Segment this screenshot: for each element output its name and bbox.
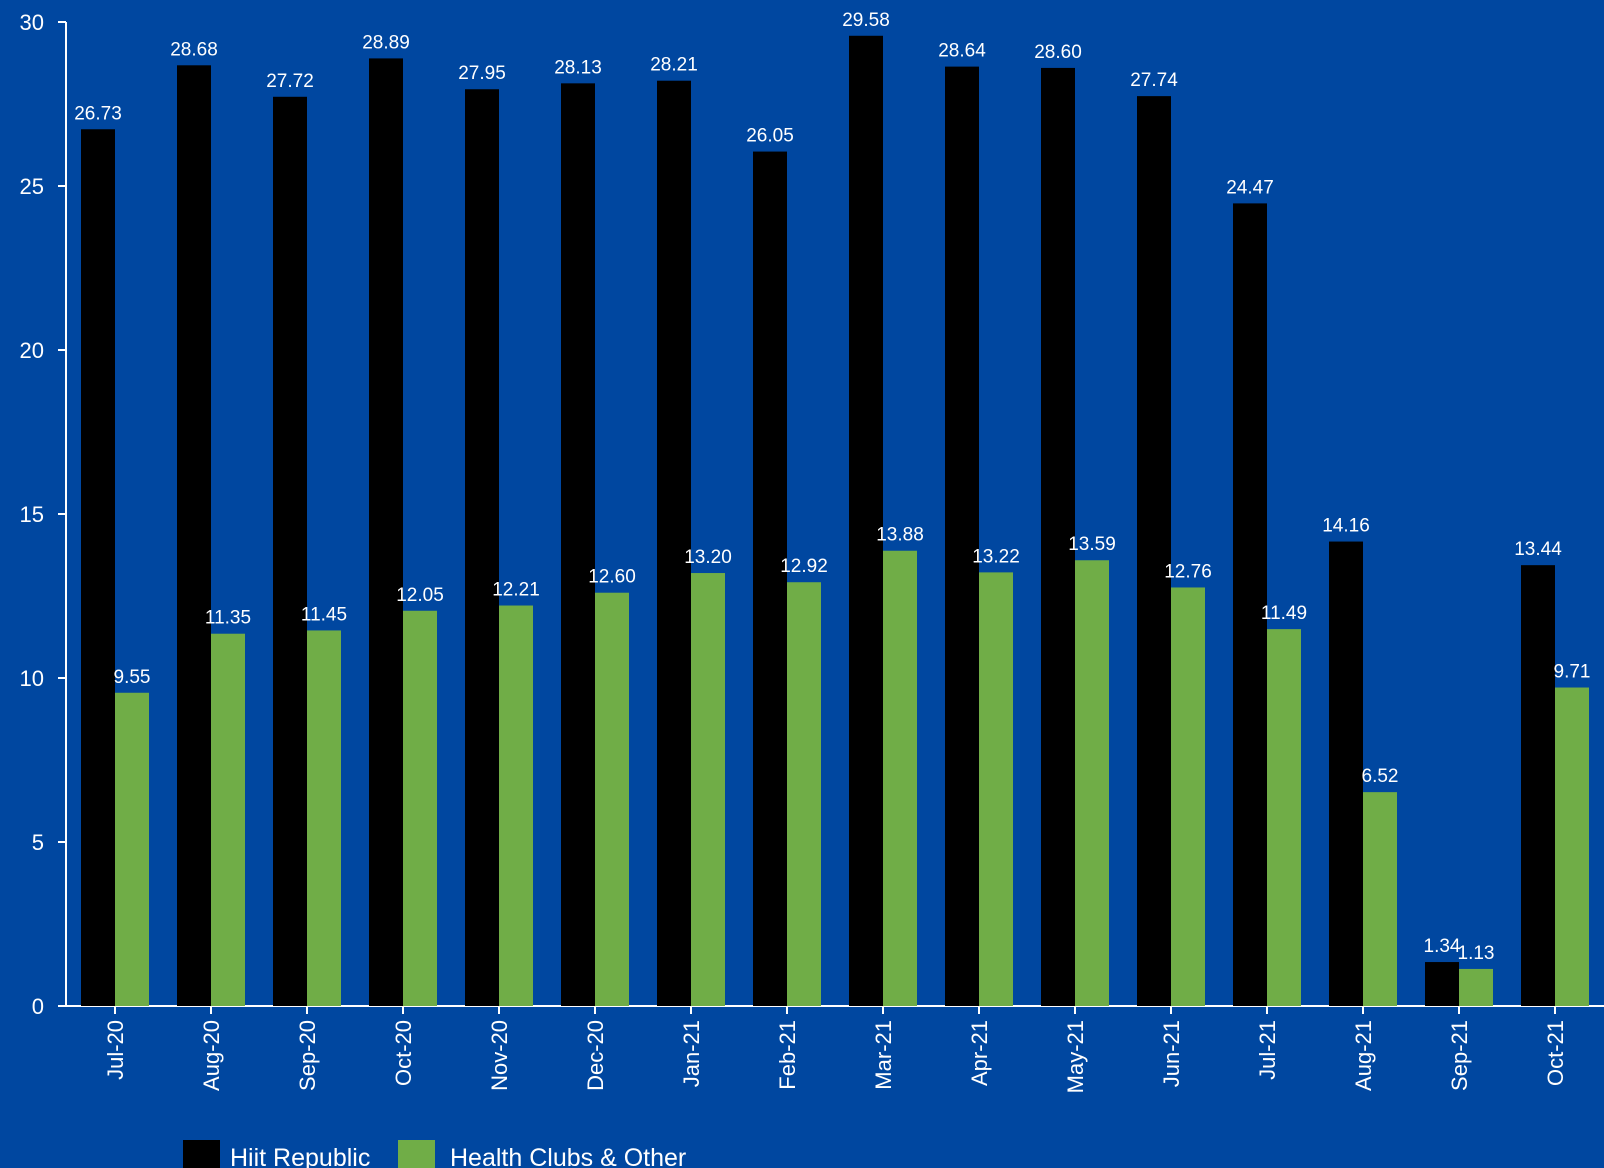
- health-clubs-bar-oct-21: [1555, 687, 1589, 1006]
- hiit-republic-data-label: 28.68: [170, 39, 218, 60]
- health-clubs-data-label: 11.45: [301, 604, 347, 625]
- x-tick-label: Aug-21: [1351, 1020, 1376, 1091]
- hiit-republic-bar-aug-20: [177, 65, 211, 1006]
- health-clubs-data-label: 13.20: [684, 547, 732, 568]
- health-clubs-data-label: 13.59: [1068, 534, 1116, 555]
- hiit-republic-data-label: 27.72: [266, 71, 314, 92]
- health-clubs-bar-nov-20: [499, 605, 533, 1006]
- health-clubs-bar-dec-20: [595, 592, 629, 1006]
- health-clubs-data-label: 12.21: [492, 580, 540, 601]
- legend-swatch-health-clubs: [398, 1140, 435, 1168]
- hiit-republic-bar-aug-21: [1329, 541, 1363, 1006]
- health-clubs-bar-aug-21: [1363, 792, 1397, 1006]
- y-tick-label: 20: [20, 338, 44, 363]
- x-tick-label: Jul-21: [1255, 1020, 1280, 1080]
- hiit-republic-bar-sep-21: [1425, 962, 1459, 1006]
- hiit-republic-data-label: 28.64: [938, 41, 986, 62]
- hiit-republic-data-label: 1.34: [1424, 936, 1461, 957]
- x-tick-label: Aug-20: [199, 1020, 224, 1091]
- hiit-republic-bar-jun-21: [1137, 96, 1171, 1007]
- health-clubs-bar-jan-21: [691, 573, 725, 1006]
- health-clubs-data-label: 12.92: [780, 556, 828, 577]
- legend-label-health-clubs: Health Clubs & Other: [450, 1144, 686, 1168]
- hiit-republic-bar-sep-20: [273, 96, 307, 1006]
- health-clubs-bar-aug-20: [211, 633, 245, 1006]
- health-clubs-bar-sep-20: [307, 630, 341, 1006]
- x-tick-label: Feb-21: [775, 1020, 800, 1090]
- health-clubs-data-label: 12.60: [588, 567, 636, 588]
- hiit-republic-bar-jan-21: [657, 80, 691, 1007]
- hiit-republic-data-label: 14.16: [1322, 516, 1370, 537]
- hiit-republic-data-label: 29.58: [842, 10, 890, 31]
- y-tick-label: 30: [20, 10, 44, 35]
- health-clubs-bar-jul-21: [1267, 629, 1301, 1006]
- hiit-republic-bar-apr-21: [945, 66, 979, 1006]
- x-tick-label: Mar-21: [871, 1020, 896, 1090]
- hiit-republic-data-label: 13.44: [1514, 539, 1562, 560]
- health-clubs-data-label: 12.76: [1164, 561, 1212, 582]
- x-tick-label: Jan-21: [679, 1020, 704, 1087]
- hiit-republic-data-label: 24.47: [1226, 177, 1274, 198]
- hiit-republic-bar-may-21: [1041, 67, 1075, 1007]
- hiit-republic-bar-jul-20: [81, 129, 115, 1007]
- hiit-republic-data-label: 28.60: [1034, 42, 1082, 63]
- x-tick-label: Jun-21: [1159, 1020, 1184, 1087]
- y-tick-label: 10: [20, 666, 44, 691]
- legend-label-hiit-republic: Hiit Republic: [230, 1144, 370, 1168]
- x-tick-label: Oct-21: [1543, 1020, 1568, 1086]
- x-tick-label: Jul-20: [103, 1020, 128, 1080]
- legend-swatch-hiit-republic: [183, 1140, 220, 1168]
- bars: 26.73 9.55 28.68 11.35 27.72 11.45 28.89 12.05 2…: [74, 10, 1591, 1007]
- health-clubs-data-label: 13.88: [876, 525, 924, 546]
- health-clubs-data-label: 11.49: [1261, 603, 1307, 624]
- legend: Hiit Republic Health Clubs & Other: [183, 1140, 686, 1168]
- health-clubs-data-label: 12.05: [396, 585, 444, 606]
- hiit-republic-data-label: 27.95: [458, 63, 506, 84]
- hiit-republic-data-label: 26.73: [74, 103, 122, 124]
- health-clubs-bar-sep-21: [1459, 968, 1493, 1006]
- hiit-republic-bar-jul-21: [1233, 203, 1267, 1006]
- health-clubs-bar-mar-21: [883, 550, 917, 1006]
- x-tick-label: Apr-21: [967, 1020, 992, 1086]
- health-clubs-data-label: 11.35: [205, 608, 251, 629]
- health-clubs-data-label: 9.71: [1554, 662, 1591, 683]
- health-clubs-data-label: 6.52: [1362, 766, 1399, 787]
- x-tick-label: May-21: [1063, 1020, 1088, 1093]
- hiit-republic-data-label: 26.05: [746, 126, 794, 147]
- health-clubs-bar-oct-20: [403, 610, 437, 1006]
- hiit-republic-bar-feb-21: [753, 151, 787, 1006]
- axes: 0 5 10 15 20 25 30 Jul-20 Aug-20 Sep-20 Oct-20 Nov-…: [20, 10, 1604, 1093]
- hiit-republic-bar-oct-20: [369, 58, 403, 1006]
- health-clubs-data-label: 9.55: [114, 667, 151, 688]
- health-clubs-bar-feb-21: [787, 582, 821, 1006]
- y-tick-label: 0: [32, 994, 44, 1019]
- hiit-republic-data-label: 28.21: [650, 55, 698, 76]
- x-tick-label: Oct-20: [391, 1020, 416, 1086]
- x-tick-label: Sep-20: [295, 1020, 320, 1091]
- y-tick-label: 5: [32, 830, 44, 855]
- health-clubs-data-label: 1.13: [1458, 943, 1495, 964]
- health-clubs-data-label: 13.22: [972, 546, 1020, 567]
- health-clubs-bar-may-21: [1075, 560, 1109, 1006]
- hiit-republic-data-label: 28.89: [362, 32, 410, 53]
- y-tick-label: 15: [20, 502, 44, 527]
- y-tick-label: 25: [20, 174, 44, 199]
- health-clubs-bar-jun-21: [1171, 587, 1205, 1006]
- health-clubs-bar-jul-20: [115, 692, 149, 1006]
- hiit-republic-data-label: 28.13: [554, 57, 602, 78]
- health-clubs-bar-apr-21: [979, 572, 1013, 1006]
- x-tick-label: Dec-20: [583, 1020, 608, 1091]
- x-tick-label: Sep-21: [1447, 1020, 1472, 1091]
- hiit-republic-bar-oct-21: [1521, 565, 1555, 1006]
- x-tick-label: Nov-20: [487, 1020, 512, 1091]
- hiit-republic-bar-dec-20: [561, 83, 595, 1006]
- hiit-republic-bar-mar-21: [849, 35, 883, 1006]
- hiit-republic-bar-nov-20: [465, 89, 499, 1007]
- hiit-republic-data-label: 27.74: [1130, 70, 1178, 91]
